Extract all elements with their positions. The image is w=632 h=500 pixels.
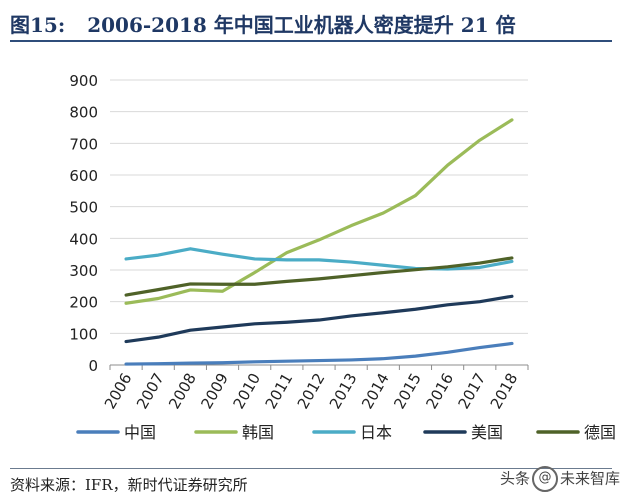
y-axis: 0 100 200 300 400 500 600 700 800 900 [69, 72, 98, 375]
figure-title-text: 2006-2018 年中国工业机器人密度提升 21 倍 [87, 13, 516, 37]
series-line-3 [124, 247, 514, 271]
series-line-5 [124, 256, 514, 297]
y-tick-label-500: 500 [69, 199, 98, 217]
chart-legend: 中国 韩国 日本 美国 德国 [76, 423, 616, 442]
watermark-right: 未来智库 [559, 469, 620, 488]
legend-label-1: 中国 [124, 423, 156, 442]
x-axis: 2006200720082009201020112012201320142015… [101, 364, 529, 412]
x-tick-label-2011: 2011 [262, 370, 297, 412]
chart-series [124, 118, 514, 366]
footer-divider [10, 468, 612, 469]
figure-title: 图15: 2006-2018 年中国工业机器人密度提升 21 倍 [10, 9, 516, 38]
figure-label: 图15: [10, 13, 66, 37]
source-note: 资料来源：IFR，新时代证券研究所 [10, 476, 248, 494]
x-tick-label-2007: 2007 [133, 370, 168, 412]
x-tick-label-2013: 2013 [326, 370, 361, 412]
x-tick-label-2009: 2009 [197, 370, 232, 412]
x-tick-label-2006: 2006 [101, 370, 136, 412]
watermark-left: 头条 [499, 469, 530, 488]
watermark: 头条 @ 未来智库 [500, 466, 620, 492]
y-tick-label-700: 700 [69, 135, 98, 153]
y-tick-label-200: 200 [69, 294, 98, 312]
y-tick-label-600: 600 [69, 167, 98, 185]
x-tick-label-2016: 2016 [422, 370, 457, 412]
x-tick-label-2015: 2015 [390, 370, 425, 412]
title-divider [10, 40, 612, 42]
x-tick-label-2014: 2014 [358, 370, 393, 412]
x-tick-label-2008: 2008 [165, 370, 200, 412]
x-tick-label-2012: 2012 [294, 370, 329, 412]
y-tick-label-0: 0 [88, 357, 98, 375]
legend-label-5: 德国 [584, 423, 616, 442]
x-tick-label-2010: 2010 [229, 370, 264, 412]
legend-label-4: 美国 [471, 423, 503, 442]
y-tick-label-300: 300 [69, 262, 98, 280]
series-line-4 [124, 294, 514, 344]
y-tick-label-100: 100 [69, 325, 98, 343]
x-tick-label-2017: 2017 [455, 370, 490, 412]
y-tick-label-900: 900 [69, 72, 98, 90]
watermark-icon: @ [531, 466, 558, 492]
series-line-2 [124, 118, 514, 305]
y-tick-label-400: 400 [69, 230, 98, 248]
series-line-1 [124, 341, 514, 366]
legend-label-3: 日本 [360, 423, 392, 442]
legend-label-2: 韩国 [242, 423, 274, 442]
y-tick-label-800: 800 [69, 104, 98, 122]
x-tick-label-2018: 2018 [487, 370, 522, 412]
